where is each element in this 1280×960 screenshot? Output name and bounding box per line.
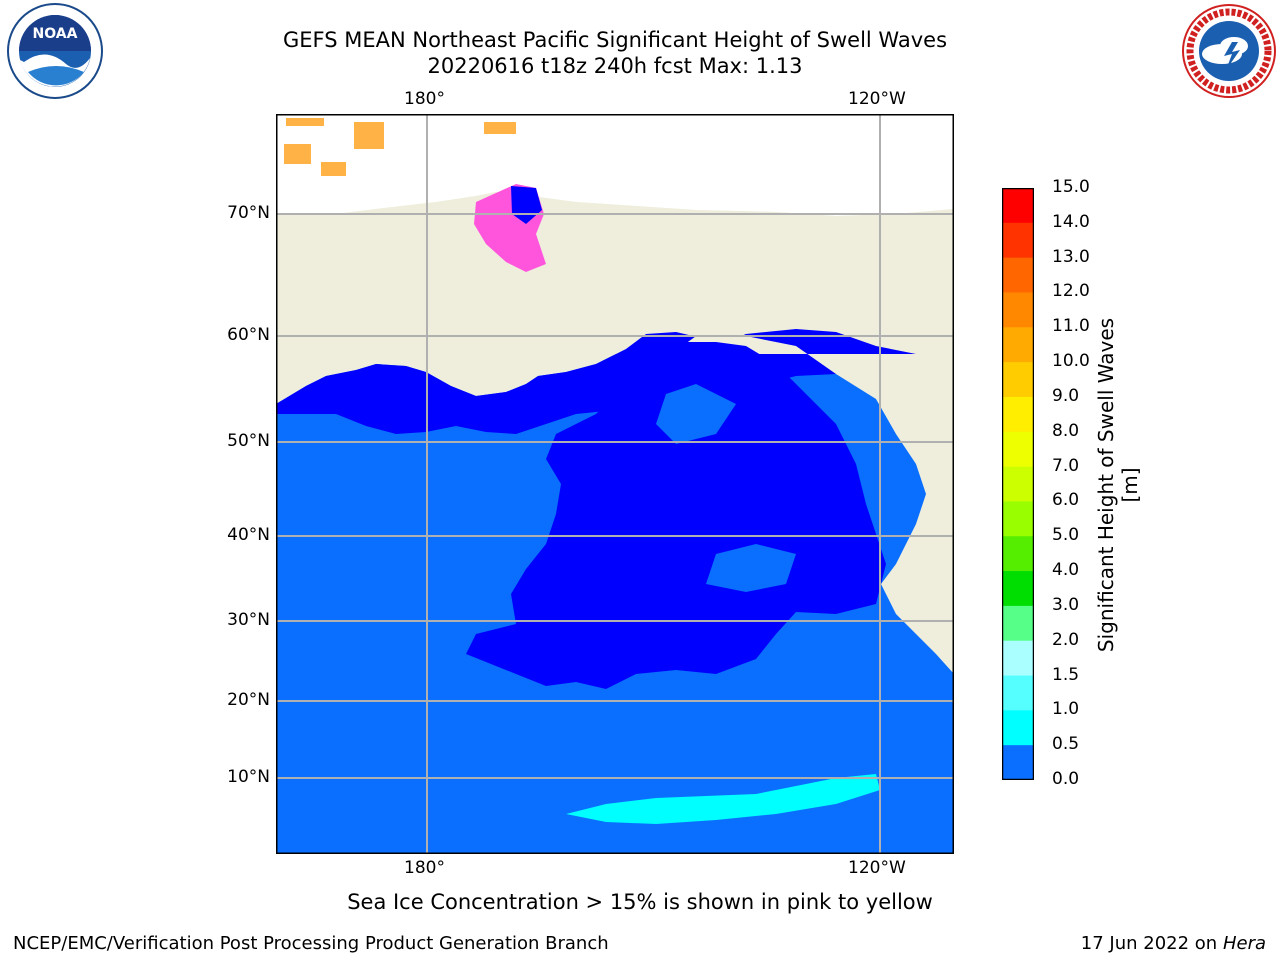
colorbar-tick-label: 4.0 <box>1052 560 1080 581</box>
colorbar <box>1002 188 1034 780</box>
colorbar-segment <box>1002 501 1034 537</box>
colorbar-segment <box>1002 257 1034 293</box>
colorbar-segment <box>1002 292 1034 328</box>
lat-label-50n: 50°N <box>227 431 270 451</box>
footer-date: 17 Jun 2022 on <box>1080 933 1218 954</box>
lon-label-top-120w: 120°W <box>848 89 906 109</box>
map-panel <box>276 114 954 854</box>
noaa-logo-text: NOAA <box>33 26 78 42</box>
chart-title: GEFS MEAN Northeast Pacific Significant … <box>282 28 948 52</box>
footer-right: 17 Jun 2022 on Hera <box>1081 933 1266 954</box>
land-alaska <box>276 192 954 354</box>
chart-subtitle: 20220616 t18z 240h fcst Max: 1.13 <box>427 54 803 78</box>
colorbar-segment <box>1002 605 1034 642</box>
colorbar-segment <box>1002 675 1034 711</box>
colorbar-tick-label: 1.0 <box>1052 699 1080 720</box>
graticule <box>276 114 954 854</box>
colorbar-frame <box>1002 188 1034 780</box>
footer-host: Hera <box>1222 933 1266 954</box>
colorbar-segment <box>1002 327 1034 363</box>
colorbar-tick-label: 11.0 <box>1052 316 1090 337</box>
colorbar-tick-label: 10.0 <box>1052 351 1090 372</box>
colorbar-tick-label: 0.0 <box>1052 769 1080 789</box>
lat-label-10n: 10°N <box>227 767 270 787</box>
light-patch-2 <box>656 384 736 444</box>
caption: Sea Ice Concentration > 15% is shown in … <box>347 890 933 914</box>
nws-logo <box>1182 4 1276 98</box>
noaa-logo: NOAA <box>7 3 103 99</box>
colorbar-tick-label: 8.0 <box>1052 420 1080 441</box>
deep-swell-region <box>466 342 886 689</box>
lon-label-bottom-120w: 120°W <box>848 858 906 878</box>
map-frame <box>276 114 954 854</box>
lat-label-20n: 20°N <box>227 690 270 710</box>
colorbar-tick-label: 2.0 <box>1052 629 1080 650</box>
lat-label-70n: 70°N <box>227 203 270 223</box>
colorbar-segment <box>1002 431 1034 468</box>
colorbar-tick-label: 15.0 <box>1052 177 1090 197</box>
colorbar-tick-label: 3.0 <box>1052 594 1080 615</box>
colorbar-tick-label: 9.0 <box>1052 385 1080 406</box>
swell-band-cyan <box>566 774 880 824</box>
light-patch-1 <box>706 544 796 592</box>
footer-left: NCEP/EMC/Verification Post Processing Pr… <box>13 933 609 954</box>
colorbar-tick-label: 12.0 <box>1052 281 1090 302</box>
colorbar-tick-label: 0.5 <box>1052 734 1080 755</box>
colorbar-segment <box>1002 745 1034 780</box>
colorbar-segment <box>1002 466 1034 502</box>
land-north-america <box>671 329 954 674</box>
arctic-ocean <box>276 114 954 216</box>
lat-label-60n: 60°N <box>227 325 270 345</box>
colorbar-tick-label: 14.0 <box>1052 211 1090 232</box>
lon-label-bottom-180: 180° <box>404 858 445 878</box>
bering-sea <box>276 329 954 434</box>
colorbar-segment <box>1002 222 1034 259</box>
colorbar-segment <box>1002 188 1034 224</box>
colorbar-tick-label: 6.0 <box>1052 490 1080 511</box>
colorbar-segment <box>1002 536 1034 572</box>
colorbar-segment <box>1002 710 1034 746</box>
colorbar-tick-label: 5.0 <box>1052 525 1080 546</box>
colorbar-segment <box>1002 396 1034 433</box>
colorbar-segment <box>1002 362 1034 398</box>
lon-label-top-180: 180° <box>404 89 445 109</box>
colorbar-segment <box>1002 571 1034 607</box>
sea-ice-orange <box>284 118 516 176</box>
lat-label-30n: 30°N <box>227 610 270 630</box>
colorbar-tick-label: 7.0 <box>1052 455 1080 476</box>
lat-label-40n: 40°N <box>227 525 270 545</box>
colorbar-segment <box>1002 640 1034 677</box>
colorbar-title: Significant Height of Swell Waves [m] <box>1094 317 1142 653</box>
colorbar-tick-label: 13.0 <box>1052 246 1090 267</box>
colorbar-tick-label: 1.5 <box>1052 664 1080 685</box>
